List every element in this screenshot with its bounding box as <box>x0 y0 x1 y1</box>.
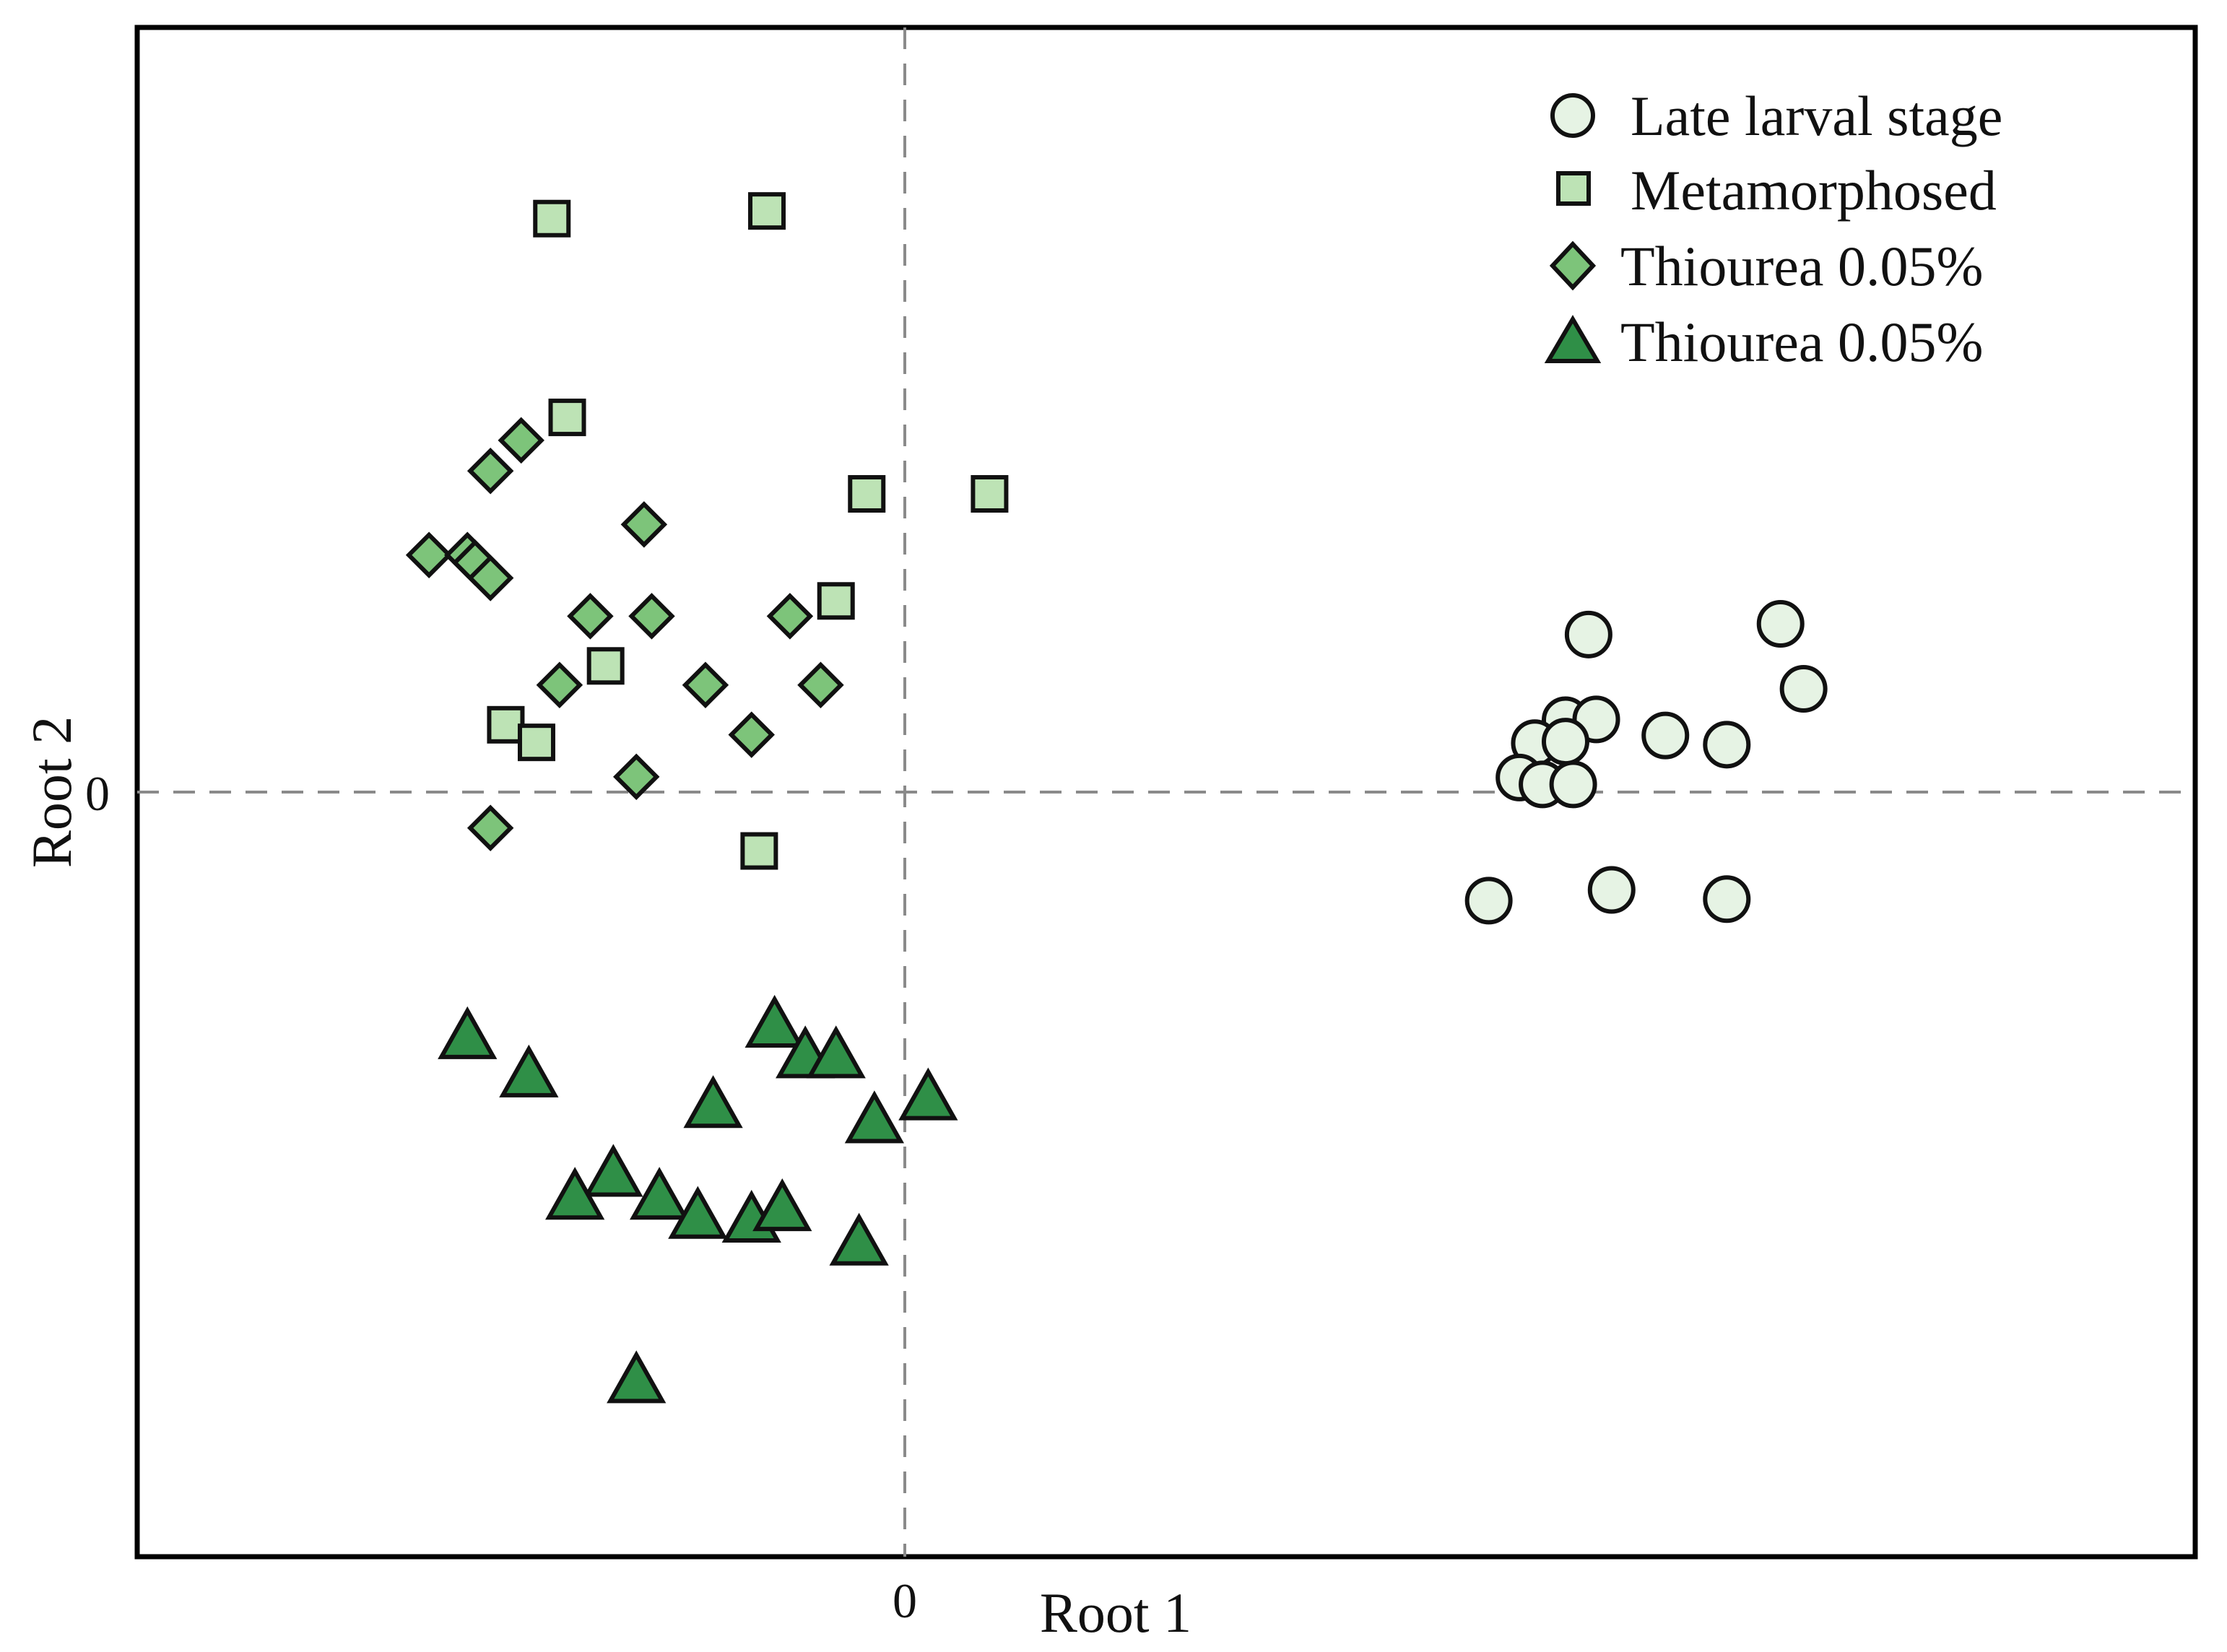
square-data-point <box>487 705 525 744</box>
legend-label: Late larval stage <box>1631 84 2002 147</box>
square-data-point <box>517 723 555 762</box>
circle-data-point <box>1641 711 1690 760</box>
square-data-point <box>548 399 586 437</box>
diamond-data-point <box>612 753 660 801</box>
legend-item-thiourea-diamond: Thiourea 0.05% <box>1549 235 1984 297</box>
triangle-data-point <box>744 994 804 1048</box>
square-data-point <box>533 199 571 238</box>
x-axis-label: Root 1 <box>1040 1581 1191 1644</box>
triangle-data-point <box>844 1090 905 1144</box>
legend-item-metamorphosed: Metamorphosed <box>1556 159 1997 222</box>
triangle-data-point <box>898 1067 958 1121</box>
triangle-data-point <box>545 1167 605 1220</box>
diamond-data-point <box>797 661 844 708</box>
triangle-data-point <box>683 1075 743 1129</box>
circle-data-point <box>1541 718 1589 766</box>
legend-triangle-marker <box>1544 315 1602 363</box>
legend-circle-marker <box>1550 93 1595 138</box>
diamond-data-point <box>498 417 544 464</box>
triangle-data-point <box>752 1178 812 1232</box>
legend-diamond-marker <box>1549 240 1597 291</box>
diamond-data-point <box>682 661 729 708</box>
triangle-data-point <box>607 1350 667 1404</box>
circle-data-point <box>1703 875 1751 923</box>
square-data-point <box>748 192 786 230</box>
data-points <box>405 192 1828 1404</box>
diamond-data-point <box>766 593 814 640</box>
diamond-data-point <box>466 447 514 495</box>
square-data-point <box>740 832 778 870</box>
circle-data-point <box>1703 721 1751 769</box>
square-data-point <box>817 582 855 620</box>
circle-data-point <box>1756 600 1805 648</box>
triangle-data-point <box>806 1025 866 1079</box>
diamond-data-point <box>728 711 775 758</box>
legend-item-thiourea-triangle: Thiourea 0.05% <box>1544 310 1984 373</box>
square-data-point <box>848 474 886 513</box>
legend-label: Thiourea 0.05% <box>1620 235 1984 297</box>
diamond-data-point <box>536 661 583 708</box>
x-tick-label-zero: 0 <box>893 1573 917 1628</box>
square-data-point <box>586 647 625 685</box>
triangle-data-point <box>829 1212 889 1266</box>
triangle-data-point <box>630 1167 690 1220</box>
diamond-data-point <box>620 501 668 548</box>
legend-item-late-larval-stage: Late larval stage <box>1550 84 2002 147</box>
circle-data-point <box>1564 610 1612 658</box>
circle-data-point <box>1587 866 1636 914</box>
triangle-data-point <box>668 1186 728 1239</box>
circle-data-point <box>1779 665 1828 713</box>
diamond-data-point <box>466 804 514 852</box>
y-axis-label: Root 2 <box>20 716 83 868</box>
legend: Late larval stage Metamorphosed Thiourea… <box>1544 84 2002 373</box>
triangle-data-point <box>438 1006 498 1059</box>
triangle-data-point <box>499 1044 559 1097</box>
circle-data-point <box>1464 877 1513 925</box>
legend-label: Thiourea 0.05% <box>1620 310 1984 373</box>
diamond-data-point <box>567 593 614 640</box>
square-data-point <box>971 474 1009 513</box>
circle-data-point <box>1549 760 1597 809</box>
y-tick-label-zero: 0 <box>85 766 110 821</box>
diamond-data-point <box>405 531 453 578</box>
legend-label: Metamorphosed <box>1631 159 1997 222</box>
legend-square-marker <box>1556 171 1591 206</box>
diamond-data-point <box>466 555 514 601</box>
triangle-data-point <box>583 1144 643 1197</box>
diamond-data-point <box>628 593 675 640</box>
